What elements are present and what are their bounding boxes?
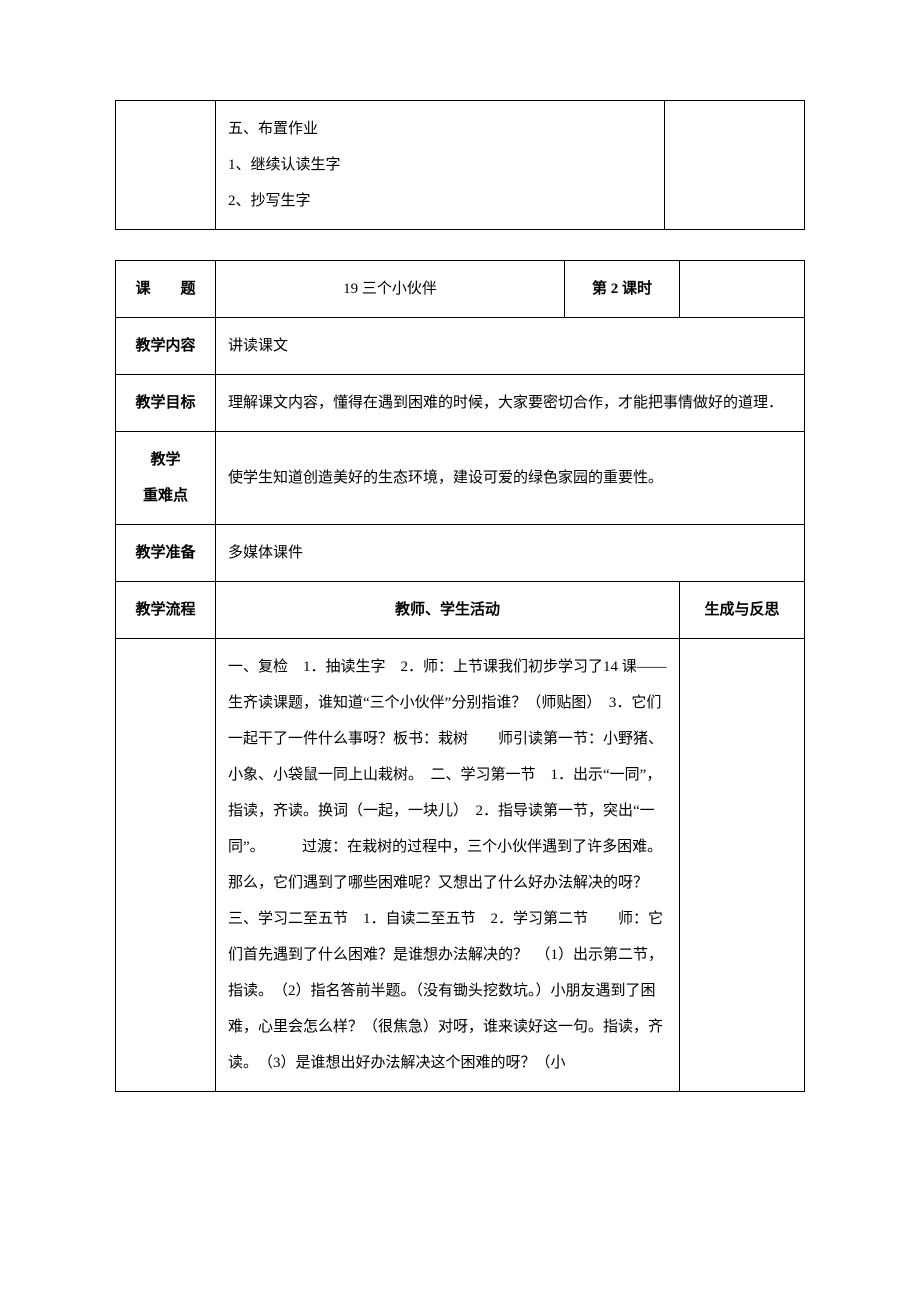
homework-item: 1、继续认读生字 — [228, 147, 652, 183]
empty-cell — [680, 261, 805, 318]
table-row: 教学准备 多媒体课件 — [116, 525, 805, 582]
reflect-label: 生成与反思 — [680, 582, 805, 639]
prep-label: 教学准备 — [116, 525, 216, 582]
topic-label: 课 题 — [116, 261, 216, 318]
homework-item: 2、抄写生字 — [228, 183, 652, 219]
period-label: 第 2 课时 — [565, 261, 680, 318]
topic-value: 19 三个小伙伴 — [216, 261, 565, 318]
flow-label: 教学流程 — [116, 582, 216, 639]
table-row: 教学 重难点 使学生知道创造美好的生态环境，建设可爱的绿色家园的重要性。 — [116, 432, 805, 525]
difficulty-label: 教学 重难点 — [116, 432, 216, 525]
table-row: 教学内容 讲读课文 — [116, 318, 805, 375]
activity-label: 教师、学生活动 — [216, 582, 680, 639]
empty-cell — [116, 101, 216, 230]
flow-right-cell — [680, 639, 805, 1092]
content-label: 教学内容 — [116, 318, 216, 375]
table-row: 课 题 19 三个小伙伴 第 2 课时 — [116, 261, 805, 318]
goal-value: 理解课文内容，懂得在遇到困难的时候，大家要密切合作，才能把事情做好的道理． — [216, 375, 805, 432]
homework-content-cell: 五、布置作业 1、继续认读生字 2、抄写生字 — [216, 101, 665, 230]
table-row: 五、布置作业 1、继续认读生字 2、抄写生字 — [116, 101, 805, 230]
table-row: 教学流程 教师、学生活动 生成与反思 — [116, 582, 805, 639]
empty-cell — [665, 101, 805, 230]
content-value: 讲读课文 — [216, 318, 805, 375]
difficulty-label-line1: 教学 — [128, 442, 203, 478]
flow-content-cell: 一、复检 1．抽读生字 2．师：上节课我们初步学习了14 课——生齐读课题，谁知… — [216, 639, 680, 1092]
table-row: 教学目标 理解课文内容，懂得在遇到困难的时候，大家要密切合作，才能把事情做好的道… — [116, 375, 805, 432]
difficulty-value: 使学生知道创造美好的生态环境，建设可爱的绿色家园的重要性。 — [216, 432, 805, 525]
goal-label: 教学目标 — [116, 375, 216, 432]
prep-value: 多媒体课件 — [216, 525, 805, 582]
homework-heading: 五、布置作业 — [228, 111, 652, 147]
homework-table: 五、布置作业 1、继续认读生字 2、抄写生字 — [115, 100, 805, 230]
table-row: 一、复检 1．抽读生字 2．师：上节课我们初步学习了14 课——生齐读课题，谁知… — [116, 639, 805, 1092]
lesson-plan-table: 课 题 19 三个小伙伴 第 2 课时 教学内容 讲读课文 教学目标 理解课文内… — [115, 260, 805, 1092]
difficulty-label-line2: 重难点 — [128, 478, 203, 514]
flow-left-cell — [116, 639, 216, 1092]
